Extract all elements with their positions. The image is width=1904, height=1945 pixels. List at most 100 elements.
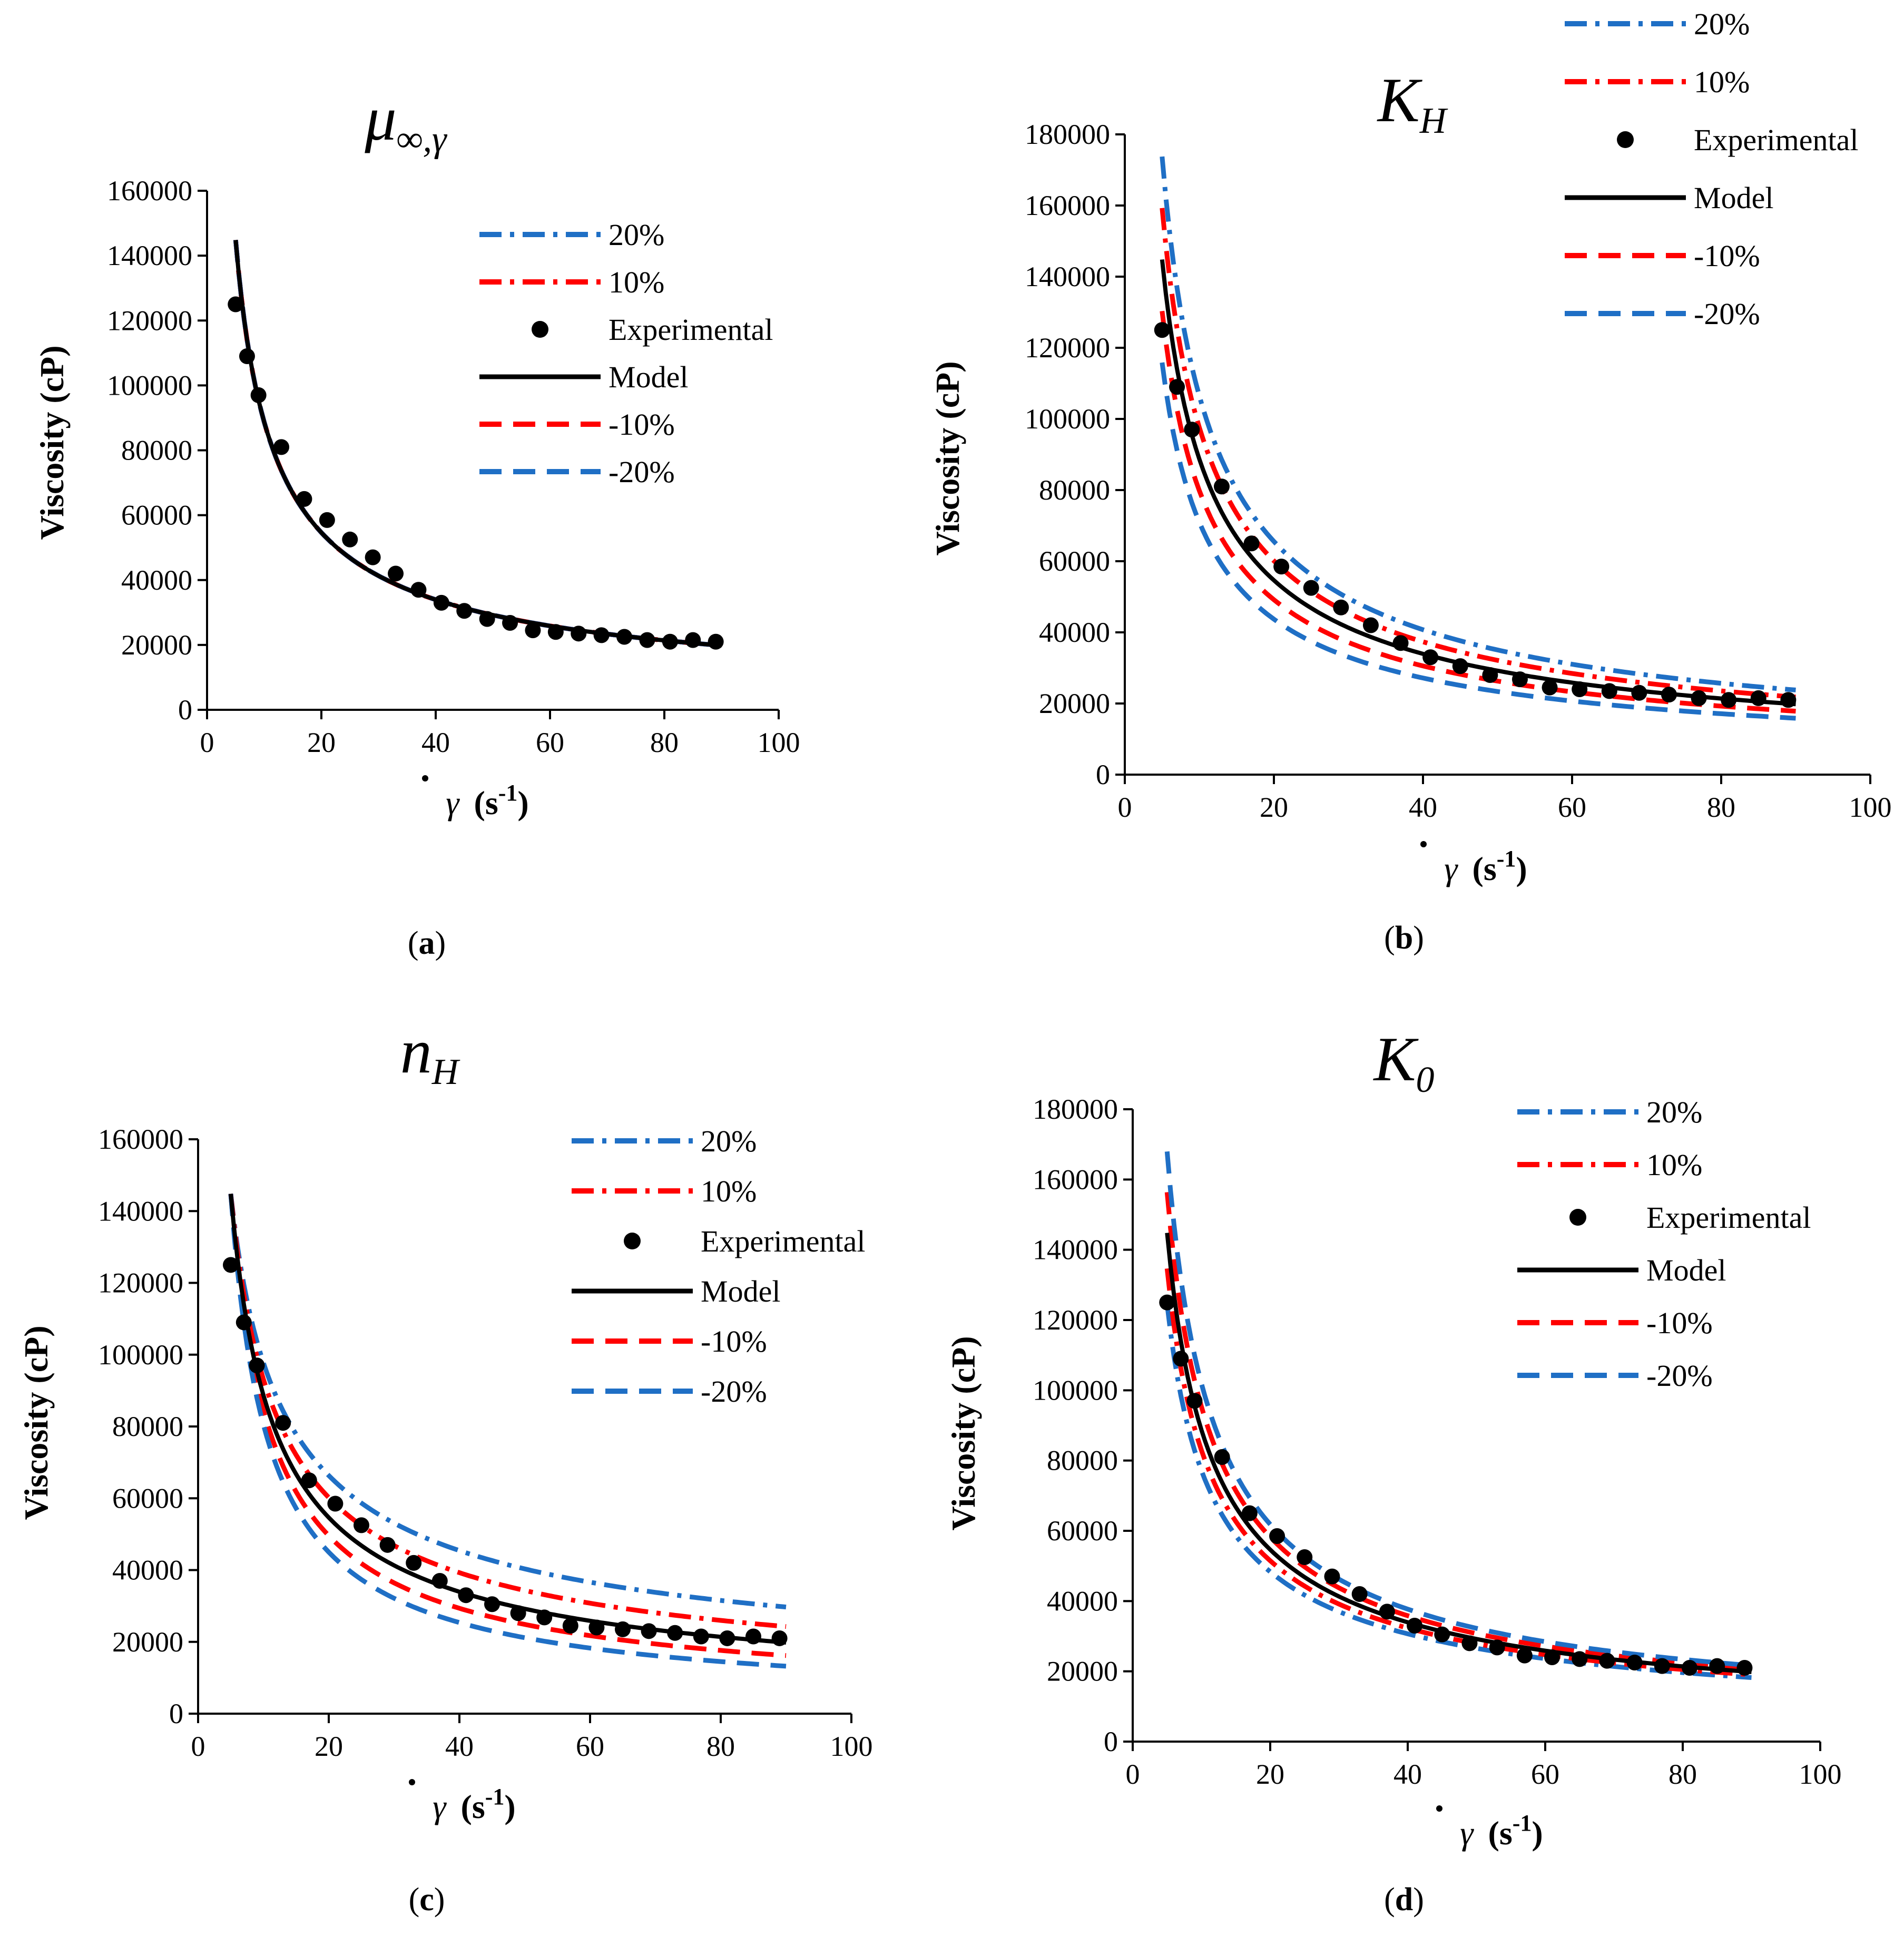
- experimental-point: [547, 624, 564, 640]
- y-tick-label: 160000: [1025, 190, 1110, 221]
- y-tick-label: 60000: [121, 500, 192, 531]
- legend-label: Model: [609, 360, 688, 394]
- y-tick-label: 140000: [1025, 261, 1110, 292]
- x-tick-label: 0: [1126, 1758, 1140, 1790]
- experimental-point: [1544, 1649, 1561, 1665]
- x-axis-title: γ (s-1): [446, 780, 528, 822]
- legend-label: 10%: [1646, 1148, 1702, 1182]
- experimental-point: [1661, 687, 1677, 703]
- y-tick-label: 20000: [1039, 688, 1110, 719]
- chart-panel-2: KH 0 20000 40000 60000 80000 100000 120000 14000…: [929, 7, 1892, 956]
- legend-label: Experimental: [701, 1224, 865, 1258]
- x-tick-label: 60: [536, 727, 564, 758]
- y-tick-label: 60000: [1039, 545, 1110, 577]
- experimental-point: [685, 632, 701, 648]
- gamma-dot-mark: [409, 1779, 415, 1785]
- experimental-point: [1434, 1626, 1450, 1643]
- x-tick-label: 80: [1707, 791, 1735, 823]
- experimental-point: [1572, 1651, 1588, 1667]
- experimental-point: [1422, 649, 1439, 666]
- series-line-minus10: [233, 240, 722, 648]
- y-axis-title: Viscosity (cP): [33, 345, 71, 540]
- legend-label: Experimental: [609, 312, 773, 347]
- series-line-plus20: [1160, 156, 1796, 692]
- experimental-point: [296, 491, 312, 507]
- legend-label: -10%: [1694, 239, 1760, 273]
- y-tick-label: 40000: [1039, 617, 1110, 648]
- series-line-minus10: [1160, 310, 1796, 714]
- x-tick-label: 20: [307, 727, 336, 758]
- series-line-minus10: [1164, 1191, 1752, 1672]
- legend-label: 20%: [1646, 1095, 1702, 1129]
- experimental-point: [1214, 1449, 1230, 1465]
- y-tick-label: 120000: [98, 1267, 183, 1299]
- series-line-plus20: [228, 1193, 787, 1610]
- series-line-plus10: [1164, 1268, 1752, 1677]
- experimental-point: [1269, 1528, 1285, 1544]
- y-tick-label: 80000: [1047, 1445, 1118, 1477]
- series-line-plus20: [233, 240, 722, 648]
- experimental-point: [1213, 478, 1230, 495]
- y-tick-label: 100000: [98, 1339, 183, 1371]
- experimental-point: [1489, 1639, 1505, 1656]
- experimental-point: [708, 633, 724, 650]
- y-tick-label: 80000: [121, 435, 192, 466]
- experimental-point: [479, 611, 495, 627]
- y-tick-label: 80000: [1039, 474, 1110, 506]
- experimental-point: [250, 387, 267, 403]
- y-tick-label: 140000: [98, 1195, 183, 1227]
- x-axis-title: γ (s-1): [1460, 1810, 1543, 1852]
- y-tick-label: 0: [1096, 759, 1110, 790]
- x-tick-label: 80: [650, 727, 679, 758]
- experimental-point: [719, 1630, 735, 1646]
- legend: 20% 10% Experimental Model -10% -20%: [1565, 7, 1858, 331]
- experimental-point: [431, 1572, 448, 1589]
- series-line-minus20: [228, 1194, 787, 1669]
- series-line-plus10: [233, 240, 722, 648]
- panel-label: (a): [408, 925, 446, 961]
- experimental-point: [379, 1537, 396, 1553]
- legend-label: 20%: [609, 218, 664, 252]
- experimental-point: [1572, 681, 1588, 697]
- legend-marker-experimental: [1569, 1209, 1586, 1226]
- y-tick-label: 140000: [107, 240, 192, 271]
- legend: 20% 10% Experimental Model -10% -20%: [572, 1124, 865, 1409]
- experimental-point: [1184, 422, 1200, 438]
- experimental-point: [484, 1596, 500, 1612]
- experimental-point: [1780, 692, 1797, 708]
- experimental-point: [239, 348, 255, 364]
- experimental-point: [456, 603, 473, 619]
- x-axis-title: γ (s-1): [1444, 846, 1527, 887]
- gamma-dot-mark: [1436, 1805, 1442, 1812]
- experimental-point: [1154, 322, 1170, 338]
- experimental-point: [1542, 679, 1558, 696]
- y-tick-label: 60000: [112, 1482, 183, 1514]
- legend-label: 20%: [701, 1124, 757, 1158]
- experimental-point: [588, 1619, 605, 1636]
- x-tick-label: 40: [445, 1731, 474, 1762]
- y-tick-label: 120000: [1025, 332, 1110, 364]
- series-line-plus20: [1164, 1304, 1752, 1680]
- x-tick-label: 60: [1558, 791, 1586, 823]
- legend-label: -10%: [1646, 1306, 1713, 1340]
- panel-title: K0: [1372, 1024, 1434, 1100]
- x-tick-label: 40: [1393, 1758, 1422, 1790]
- experimental-point: [1159, 1294, 1175, 1311]
- experimental-point: [525, 622, 541, 639]
- legend-label: -20%: [609, 455, 675, 489]
- legend-label: 10%: [1694, 65, 1750, 99]
- legend-label: -20%: [701, 1374, 767, 1409]
- x-tick-label: 100: [1849, 791, 1892, 823]
- series-line-plus10: [1160, 208, 1796, 700]
- experimental-point: [693, 1628, 709, 1645]
- y-tick-label: 0: [178, 694, 192, 726]
- x-tick-label: 60: [576, 1731, 604, 1762]
- y-tick-label: 100000: [107, 369, 192, 401]
- chart-panel-3: nH 0 20000 40000 60000 80000 100000 120000 14000…: [17, 1016, 873, 1918]
- experimental-point: [616, 629, 633, 645]
- experimental-point: [275, 1415, 291, 1431]
- y-tick-label: 160000: [98, 1123, 183, 1155]
- panel-label: (b): [1384, 920, 1424, 956]
- x-tick-label: 0: [191, 1731, 205, 1762]
